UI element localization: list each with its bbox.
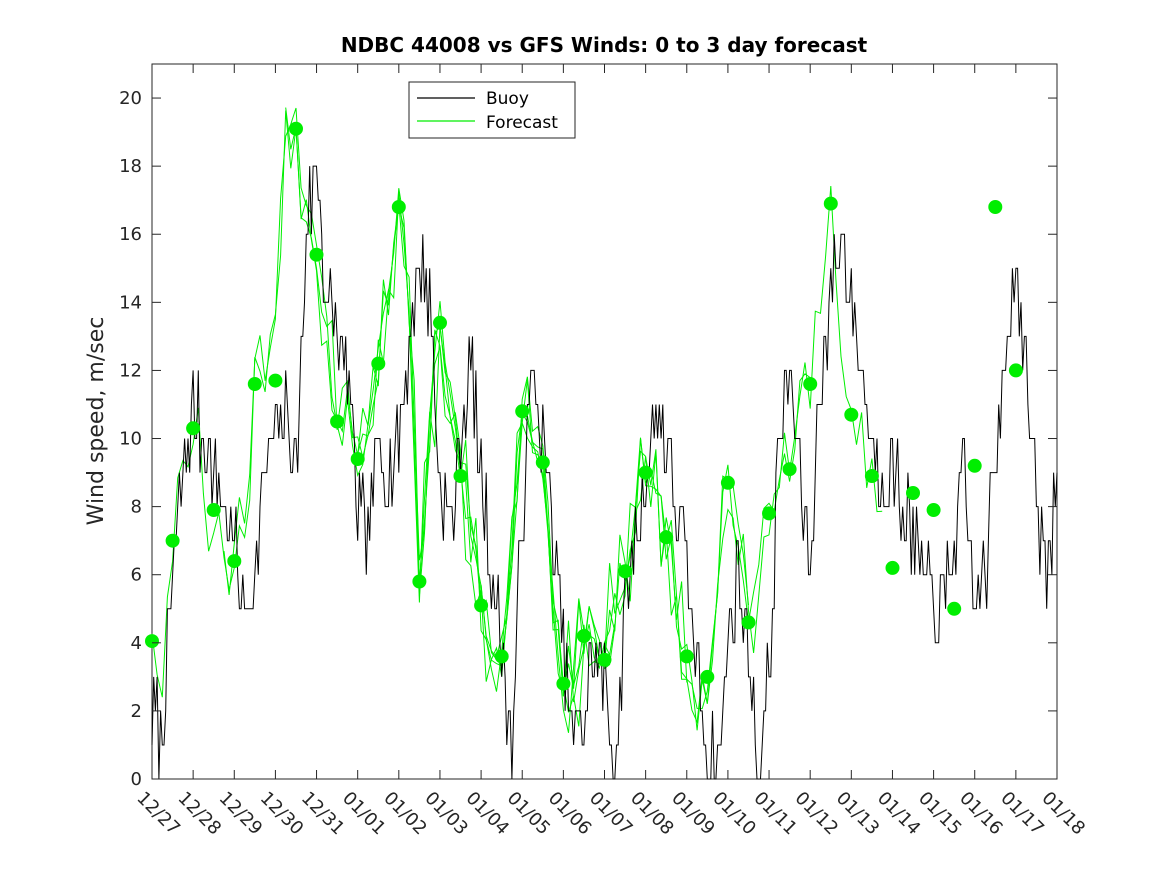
y-tick-label: 2: [131, 701, 142, 722]
x-tick-label: 01/03: [420, 788, 472, 840]
x-tick-label: 12/27: [132, 788, 184, 840]
forecast-marker: [494, 649, 509, 664]
forecast-marker: [556, 676, 571, 691]
y-tick-label: 6: [131, 565, 142, 586]
forecast-marker: [165, 533, 180, 548]
forecast-marker: [885, 560, 900, 575]
x-tick-label: 01/15: [914, 788, 966, 840]
forecast-line: [552, 185, 883, 731]
forecast-marker: [330, 414, 345, 429]
y-tick-label: 16: [119, 224, 142, 245]
forecast-marker: [145, 634, 159, 649]
forecast-marker: [782, 462, 797, 477]
forecast-marker: [823, 196, 838, 211]
y-tick-label: 4: [131, 633, 142, 654]
forecast-marker: [268, 373, 283, 388]
forecast-marker: [453, 469, 468, 483]
x-tick-label: 01/06: [544, 788, 596, 840]
x-tick-label: 01/18: [1037, 788, 1089, 840]
forecast-marker: [515, 404, 530, 419]
x-tick-label: 12/31: [297, 788, 349, 840]
forecast-marker: [474, 598, 489, 613]
x-tick-label: 01/11: [750, 788, 802, 840]
forecast-marker: [926, 503, 941, 517]
forecast-marker: [289, 121, 303, 136]
x-tick-label: 01/04: [462, 788, 514, 840]
forecast-marker: [741, 615, 756, 630]
forecast-marker: [803, 377, 818, 391]
y-tick-label: 8: [131, 497, 142, 518]
forecast-marker: [906, 486, 920, 500]
x-tick-label: 01/02: [379, 788, 431, 840]
legend: Buoy Forecast: [408, 81, 576, 139]
x-tick-label: 01/14: [873, 788, 925, 840]
forecast-marker: [535, 455, 550, 470]
forecast-marker: [844, 407, 859, 422]
x-tick-label: 01/12: [791, 788, 843, 840]
forecast-marker: [186, 421, 201, 436]
x-tick-label: 12/29: [215, 788, 267, 840]
forecast-marker: [679, 649, 694, 664]
x-tick-label: 01/01: [338, 788, 390, 840]
y-tick-label: 18: [119, 156, 142, 177]
forecast-marker: [227, 554, 242, 569]
forecast-marker: [597, 652, 612, 667]
forecast-marker: [618, 564, 633, 579]
legend-forecast-label: Forecast: [486, 113, 558, 133]
buoy-line: [151, 165, 1058, 780]
y-tick-label: 10: [119, 429, 142, 450]
x-tick-label: 01/07: [585, 788, 637, 840]
forecast-marker: [947, 601, 962, 616]
forecast-lines: [151, 107, 883, 733]
forecast-marker: [1008, 363, 1023, 378]
forecast-marker: [391, 200, 406, 214]
forecast-marker: [371, 356, 386, 371]
forecast-marker: [576, 629, 591, 643]
x-tick-label: 01/08: [626, 788, 678, 840]
x-tick-label: 12/30: [256, 788, 308, 840]
x-tick-label: 01/13: [832, 788, 884, 840]
chart-title: NDBC 44008 vs GFS Winds: 0 to 3 day fore…: [341, 33, 868, 57]
forecast-marker: [247, 377, 262, 391]
forecast-markers: [145, 121, 1023, 691]
forecast-marker: [638, 465, 653, 480]
y-tick-label: 14: [119, 292, 142, 313]
x-tick-label: 01/09: [667, 788, 719, 840]
forecast-line: [223, 107, 554, 682]
x-tick-label: 01/10: [708, 788, 760, 840]
y-tick-label: 20: [119, 88, 142, 109]
forecast-line: [285, 107, 616, 697]
y-tick-label: 12: [119, 360, 142, 381]
forecast-marker: [350, 452, 365, 466]
x-tick-label: 01/05: [503, 788, 555, 840]
forecast-marker: [720, 475, 735, 490]
ticks: 0 2 4 6 8 10 12 14 16 18 20 12/2712/2812/2912/3012/…: [119, 64, 1089, 839]
forecast-line: [357, 206, 688, 733]
forecast-marker: [988, 200, 1003, 214]
forecast-marker: [659, 530, 674, 545]
forecast-marker: [433, 315, 447, 330]
legend-buoy-label: Buoy: [486, 89, 529, 109]
x-tick-label: 12/28: [174, 788, 226, 840]
y-tick-label: 0: [131, 769, 142, 790]
forecast-marker: [864, 469, 879, 483]
x-tick-label: 01/16: [955, 788, 1007, 840]
forecast-marker: [206, 503, 221, 517]
y-axis-label: Wind speed, m/sec: [84, 317, 109, 526]
forecast-marker: [309, 247, 324, 262]
forecast-marker: [700, 669, 715, 684]
forecast-marker: [967, 458, 982, 473]
forecast-marker: [762, 506, 776, 521]
x-tick-label: 01/17: [996, 788, 1048, 840]
buoy-lines: [151, 165, 1058, 780]
forecast-marker: [412, 574, 427, 589]
legend-box: [408, 81, 576, 139]
